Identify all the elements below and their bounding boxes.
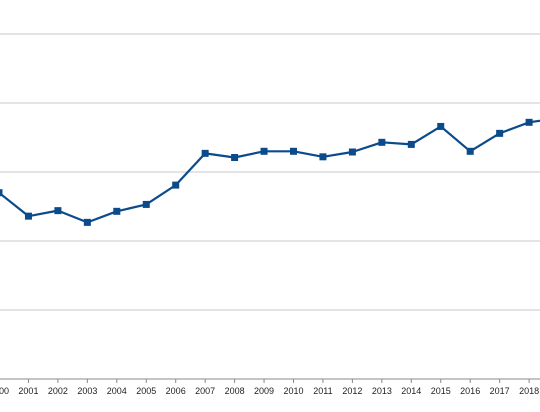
data-point: [378, 138, 386, 146]
data-point: [437, 122, 445, 130]
data-point: [466, 147, 474, 155]
x-tick-label: 2012: [342, 386, 362, 396]
x-tick-label: 2013: [372, 386, 392, 396]
data-point: [260, 147, 268, 155]
x-tick-label: 2014: [401, 386, 421, 396]
data-point: [348, 148, 356, 156]
data-point: [172, 181, 180, 189]
data-point: [0, 189, 3, 197]
x-tick-label: 2018: [519, 386, 539, 396]
data-point: [83, 218, 91, 226]
x-tick-label: 2010: [283, 386, 303, 396]
x-tick-label: 2004: [107, 386, 127, 396]
x-tick-label: 2016: [460, 386, 480, 396]
data-point: [496, 129, 504, 137]
x-tick-label: 2011: [313, 386, 332, 396]
x-tick-label: 2000: [0, 386, 9, 396]
data-point-markers: [0, 118, 533, 226]
data-point: [54, 207, 62, 215]
data-point: [24, 212, 32, 220]
data-point: [319, 153, 327, 161]
x-tick-label: 2002: [48, 386, 68, 396]
data-point: [407, 140, 415, 148]
x-tick-label: 2017: [490, 386, 510, 396]
data-point: [231, 154, 239, 162]
x-tick-label: 2003: [77, 386, 97, 396]
data-point: [290, 147, 297, 155]
gridlines: [0, 33, 540, 380]
series-line: [0, 119, 540, 224]
data-point: [525, 118, 533, 126]
x-tick-labels: 2000 2001 2002 2003 2004 2005 2006 2007 2008 2009…: [0, 379, 539, 396]
data-point: [113, 207, 121, 215]
x-tick-label: 2007: [195, 386, 215, 396]
x-tick-label: 2015: [431, 386, 451, 396]
data-point: [201, 149, 209, 157]
data-point: [142, 200, 150, 208]
x-tick-label: 2001: [18, 386, 38, 396]
x-tick-label: 2005: [136, 386, 156, 396]
x-tick-label: 2006: [166, 386, 186, 396]
x-tick-label: 2009: [254, 386, 274, 396]
x-tick-label: 2008: [225, 386, 245, 396]
